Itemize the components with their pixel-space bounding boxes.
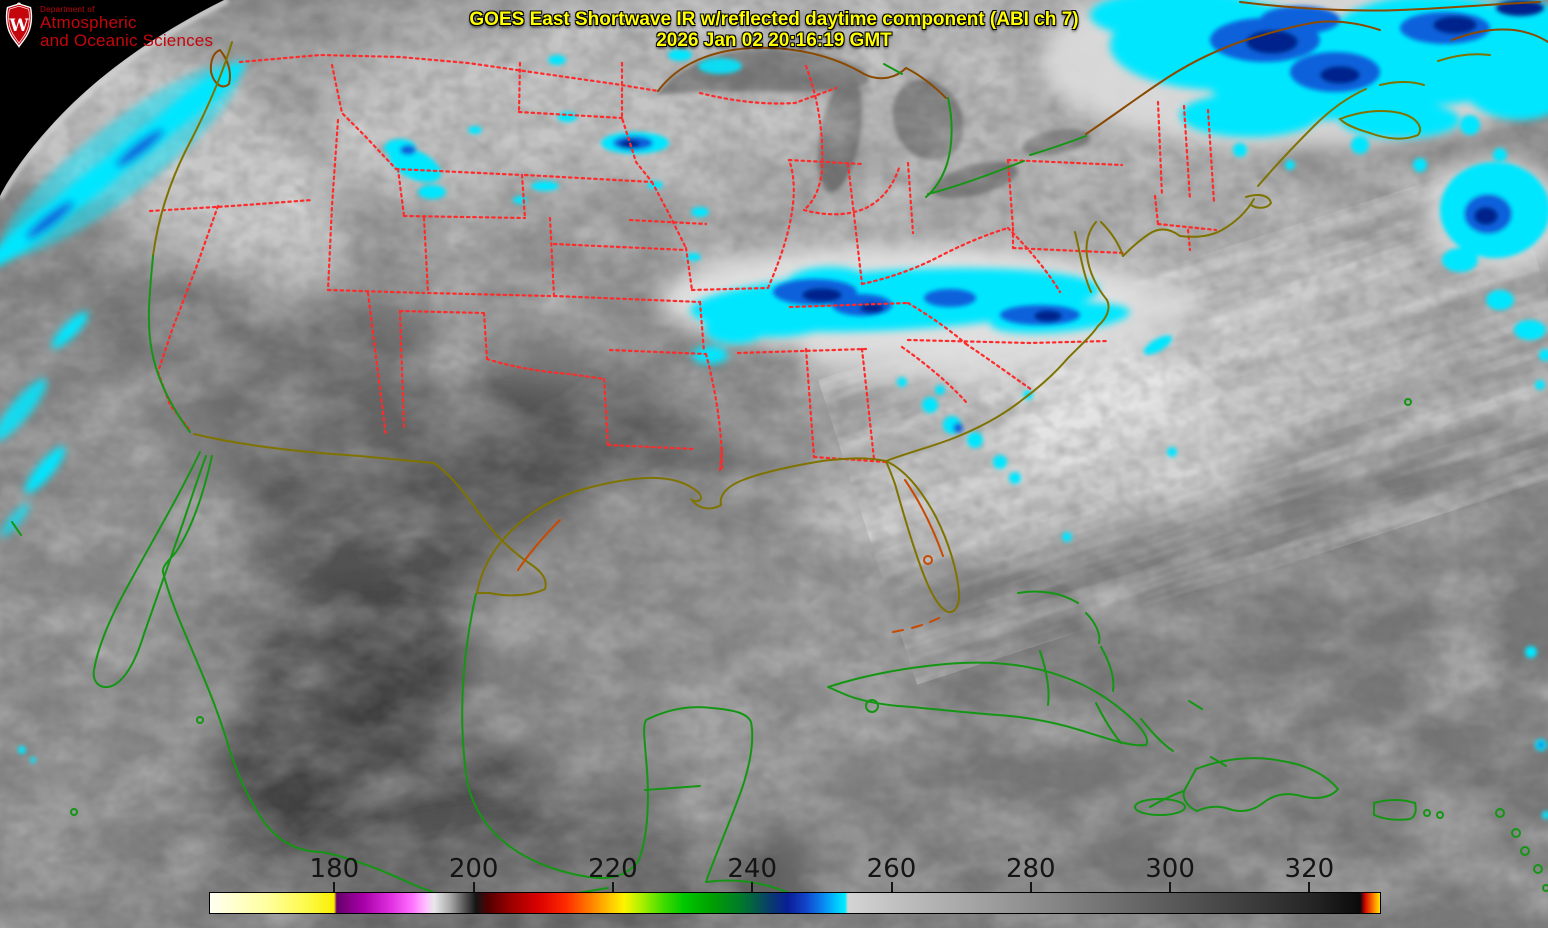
logo-department-line1: Atmospheric bbox=[40, 13, 137, 32]
state-borders bbox=[148, 53, 1218, 472]
colorbar-tick-label: 300 bbox=[1145, 854, 1195, 884]
colorbar-gradient bbox=[209, 892, 1381, 914]
colorbar-tick-label: 220 bbox=[588, 854, 638, 884]
colorbar-tick bbox=[611, 882, 614, 892]
colorbar-tick-label: 260 bbox=[866, 854, 917, 884]
svg-text:W: W bbox=[8, 16, 29, 36]
colorbar-tick bbox=[333, 882, 336, 892]
colorbar-tick bbox=[1308, 882, 1311, 892]
international-borders bbox=[209, 1, 1548, 135]
colorbar-tick bbox=[751, 882, 754, 892]
colorbar: 180 200 220 240 260 280 300 320 bbox=[209, 856, 1381, 916]
map-timestamp: 2026 Jan 02 20:16:19 GMT bbox=[656, 30, 892, 51]
space-region bbox=[0, 0, 224, 196]
colorbar-tick bbox=[1169, 882, 1172, 892]
colorbar-tick-label: 200 bbox=[448, 854, 499, 884]
colorbar-tick-label: 320 bbox=[1284, 854, 1335, 884]
colorbar-tick bbox=[1029, 882, 1032, 892]
colorbar-tick bbox=[472, 882, 475, 892]
uw-logo: W Department of Atmospheric and Oceanic … bbox=[4, 2, 213, 50]
colorbar-tick bbox=[890, 882, 893, 892]
colorbar-tick-label: 240 bbox=[727, 854, 778, 884]
uw-crest-icon: W bbox=[5, 2, 33, 48]
logo-department-line2: and Oceanic Sciences bbox=[40, 31, 214, 50]
colorbar-tick-label: 180 bbox=[309, 854, 360, 884]
map-title: GOES East Shortwave IR w/reflected dayti… bbox=[469, 9, 1079, 30]
enhancement-layer bbox=[0, 0, 1548, 819]
colorbar-tick-label: 280 bbox=[1005, 854, 1056, 884]
logo-department-prefix: Department of bbox=[40, 5, 95, 14]
earth-limb bbox=[0, 0, 230, 200]
